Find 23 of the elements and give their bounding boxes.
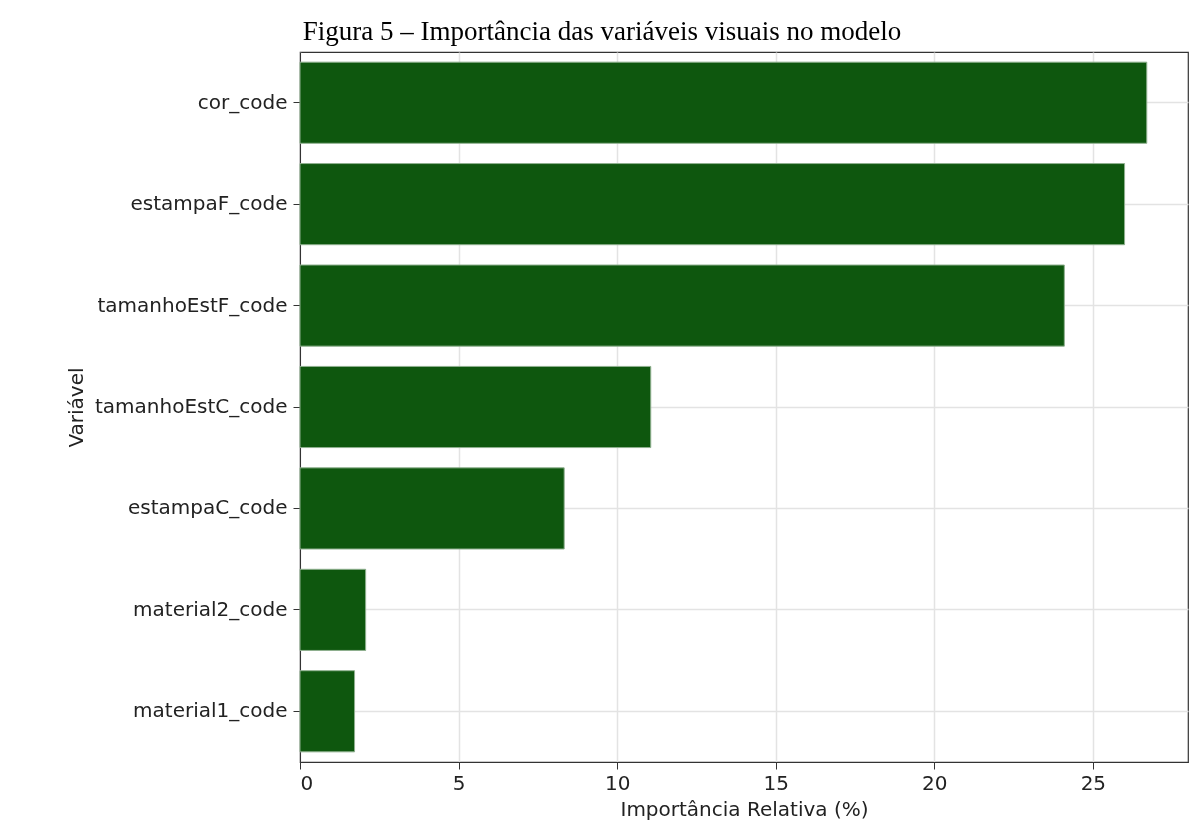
bar	[299, 365, 652, 449]
bar	[299, 670, 356, 753]
bar	[299, 163, 1126, 246]
x-tick-label: 25	[1080, 770, 1107, 795]
bar	[299, 61, 1148, 144]
bar	[299, 467, 565, 550]
y-tick-label: material1_code	[133, 698, 288, 723]
bar	[299, 568, 367, 651]
y-axis-title: Variável	[63, 367, 88, 448]
y-tick-label: estampaC_code	[128, 495, 288, 520]
x-tick-label: 10	[604, 770, 631, 795]
chart-title: Figura 5 – Importância das variáveis visuais no modelo	[302, 16, 902, 46]
x-tick-label: 20	[922, 770, 948, 795]
bar	[299, 264, 1065, 347]
x-tick-label: 15	[763, 770, 789, 795]
x-tick-label: 0	[300, 770, 314, 795]
y-tick-label: tamanhoEstF_code	[97, 292, 288, 317]
y-tick-label: estampaF_code	[130, 191, 288, 216]
x-axis-title: Importância Relativa (%)	[620, 796, 869, 821]
y-tick-label: material2_code	[133, 596, 288, 621]
y-tick-label: cor_code	[197, 89, 288, 114]
y-tick-label: tamanhoEstC_code	[94, 394, 288, 418]
x-tick-label: 5	[452, 770, 466, 795]
